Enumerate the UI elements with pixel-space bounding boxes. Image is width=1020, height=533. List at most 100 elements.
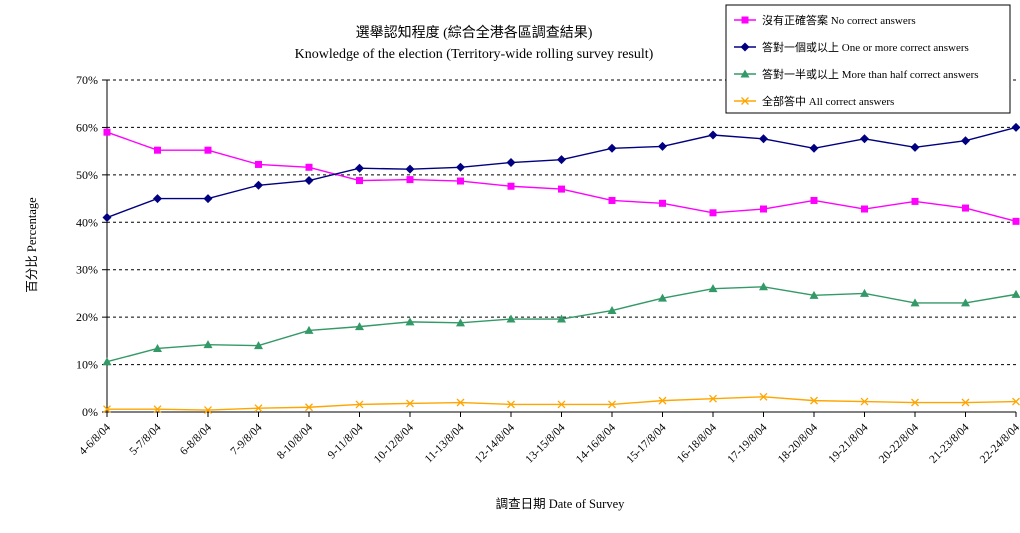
data-point xyxy=(456,162,465,172)
data-point xyxy=(103,128,111,136)
x-tick-label: 16-18/8/04 xyxy=(675,421,719,465)
x-tick-label: 12-14/8/04 xyxy=(473,421,517,465)
data-point xyxy=(305,403,313,412)
data-point xyxy=(355,322,364,331)
data-point xyxy=(741,16,749,24)
data-point xyxy=(910,298,920,307)
data-point xyxy=(254,180,263,190)
x-tick-label: 5-7/8/04 xyxy=(128,421,164,457)
data-point xyxy=(608,400,616,409)
y-tick-label: 70% xyxy=(76,73,98,87)
data-point xyxy=(255,160,262,168)
data-point xyxy=(910,142,920,152)
data-point xyxy=(456,318,465,327)
data-point xyxy=(405,317,415,326)
series-line xyxy=(106,286,1017,363)
data-point xyxy=(861,205,868,213)
data-point xyxy=(457,177,464,185)
data-point xyxy=(204,146,212,154)
data-point xyxy=(506,158,516,168)
data-point xyxy=(708,130,718,140)
x-tick-label: 17-19/8/04 xyxy=(725,421,769,465)
data-point xyxy=(507,182,515,190)
data-point xyxy=(1011,289,1020,298)
data-point xyxy=(740,69,750,78)
data-point xyxy=(254,341,263,350)
data-point xyxy=(759,134,768,144)
data-point xyxy=(658,293,667,302)
data-point xyxy=(203,340,213,349)
data-point xyxy=(203,194,213,204)
data-point xyxy=(860,134,869,144)
series xyxy=(102,122,1020,223)
y-tick-label: 10% xyxy=(76,358,98,372)
data-point xyxy=(709,394,717,403)
data-point xyxy=(557,400,566,409)
data-point xyxy=(405,164,415,174)
x-tick-label: 13-15/8/04 xyxy=(523,421,567,465)
data-point xyxy=(102,213,112,223)
chart-title: 選舉認知程度 (綜合全港各區調查結果) xyxy=(356,24,593,41)
x-tick-label: 14-16/8/04 xyxy=(574,421,618,465)
data-point xyxy=(961,136,970,146)
y-tick-label: 50% xyxy=(76,168,98,182)
series-line xyxy=(106,131,1017,223)
data-point xyxy=(962,204,969,212)
y-axis-label: 百分比 Percentage xyxy=(25,197,39,293)
legend-label: 沒有正確答案 No correct answers xyxy=(762,13,916,27)
data-point xyxy=(810,396,818,405)
data-point xyxy=(759,282,768,291)
data-point xyxy=(406,399,414,408)
y-tick-label: 30% xyxy=(76,263,98,277)
data-point xyxy=(607,143,617,153)
y-tick-label: 40% xyxy=(76,215,98,229)
series xyxy=(103,392,1020,415)
data-point xyxy=(810,196,818,204)
x-tick-label: 4-6/8/04 xyxy=(77,421,113,457)
data-point xyxy=(809,143,819,153)
data-point xyxy=(355,400,364,409)
data-point xyxy=(102,357,112,366)
series xyxy=(102,282,1020,366)
y-tick-labels: 0% 10% 20% 30% 40% 50% 60% 70% xyxy=(76,73,98,419)
series xyxy=(103,128,1020,225)
data-point xyxy=(557,155,566,165)
y-tick-label: 60% xyxy=(76,120,98,134)
series-line xyxy=(106,126,1017,219)
data-point xyxy=(456,398,465,407)
x-tick-label: 20-22/8/04 xyxy=(877,421,921,465)
legend-label: 全部答中 All correct answers xyxy=(762,94,894,108)
data-point xyxy=(1011,122,1020,132)
data-point xyxy=(709,209,717,217)
data-point xyxy=(708,284,718,293)
data-point xyxy=(1012,397,1020,406)
series-line xyxy=(107,396,1017,411)
data-point xyxy=(961,398,970,407)
x-tick-label: 11-13/8/04 xyxy=(423,421,467,465)
x-tick-label: 15-17/8/04 xyxy=(624,421,668,465)
data-point xyxy=(557,314,566,323)
x-tick-label: 18-20/8/04 xyxy=(776,421,820,465)
data-point xyxy=(153,343,162,352)
x-tick-label: 21-23/8/04 xyxy=(927,421,971,465)
data-point xyxy=(608,196,616,204)
data-point xyxy=(860,288,869,297)
data-point xyxy=(860,397,869,406)
data-point xyxy=(1012,217,1020,225)
data-point xyxy=(659,199,666,207)
x-tick-label: 10-12/8/04 xyxy=(372,421,416,465)
data-point xyxy=(658,141,667,151)
data-point xyxy=(809,290,819,299)
data-point xyxy=(911,197,919,205)
y-tick-label: 20% xyxy=(76,310,98,324)
data-point xyxy=(154,146,161,154)
data-point xyxy=(760,205,767,213)
data-point xyxy=(507,400,515,409)
y-tick-label: 0% xyxy=(82,405,98,419)
data-point xyxy=(356,177,363,185)
axes xyxy=(102,79,1017,417)
series-group xyxy=(102,122,1020,415)
x-tick-label: 8-10/8/04 xyxy=(275,421,315,461)
legend-label: 答對一半或以上 More than half correct answers xyxy=(762,67,979,81)
